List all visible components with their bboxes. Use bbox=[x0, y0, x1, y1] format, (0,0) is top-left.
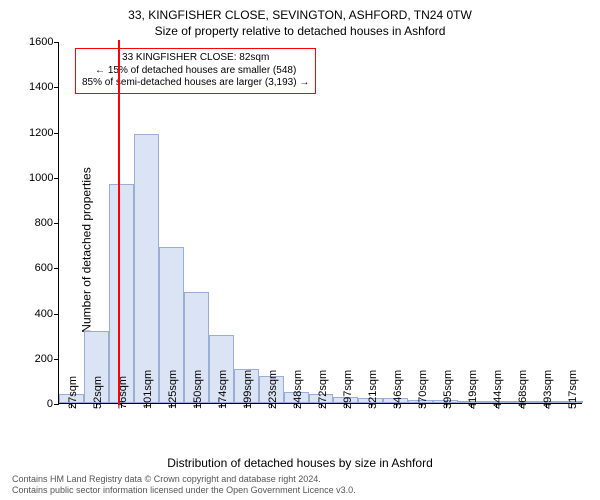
histogram-bar bbox=[134, 134, 159, 403]
x-tick-label: 52sqm bbox=[92, 376, 104, 409]
x-axis-label: Distribution of detached houses by size … bbox=[0, 456, 600, 470]
footer-line: Contains HM Land Registry data © Crown c… bbox=[12, 474, 588, 485]
x-tick-label: 272sqm bbox=[317, 370, 329, 409]
y-tick-mark bbox=[54, 133, 59, 134]
x-tick-label: 223sqm bbox=[267, 370, 279, 409]
property-marker-line bbox=[118, 40, 120, 405]
annotation-line: 33 KINGFISHER CLOSE: 82sqm bbox=[82, 52, 309, 65]
chart-container: 33, KINGFISHER CLOSE, SEVINGTON, ASHFORD… bbox=[0, 0, 600, 500]
y-tick-mark bbox=[54, 268, 59, 269]
x-tick-label: 444sqm bbox=[492, 370, 504, 409]
x-tick-label: 150sqm bbox=[192, 370, 204, 409]
x-tick-label: 125sqm bbox=[167, 370, 179, 409]
x-tick-label: 346sqm bbox=[392, 370, 404, 409]
y-tick-mark bbox=[54, 404, 59, 405]
histogram-bar bbox=[109, 184, 134, 403]
x-tick-label: 199sqm bbox=[242, 370, 254, 409]
annotation-line: ← 15% of detached houses are smaller (54… bbox=[82, 65, 309, 78]
footer-line: Contains public sector information licen… bbox=[12, 485, 588, 496]
y-tick-mark bbox=[54, 87, 59, 88]
x-tick-label: 101sqm bbox=[142, 370, 154, 409]
x-tick-label: 395sqm bbox=[442, 370, 454, 409]
y-tick-mark bbox=[54, 359, 59, 360]
x-tick-label: 370sqm bbox=[417, 370, 429, 409]
y-tick-mark bbox=[54, 178, 59, 179]
x-tick-label: 174sqm bbox=[217, 370, 229, 409]
y-tick-mark bbox=[54, 314, 59, 315]
x-tick-label: 517sqm bbox=[567, 370, 579, 409]
footer-credits: Contains HM Land Registry data © Crown c… bbox=[12, 474, 588, 496]
chart-title-line1: 33, KINGFISHER CLOSE, SEVINGTON, ASHFORD… bbox=[0, 0, 600, 22]
x-tick-label: 419sqm bbox=[467, 370, 479, 409]
x-tick-label: 468sqm bbox=[517, 370, 529, 409]
y-tick-mark bbox=[54, 42, 59, 43]
y-tick-mark bbox=[54, 223, 59, 224]
plot-area: 33 KINGFISHER CLOSE: 82sqm ← 15% of deta… bbox=[58, 42, 582, 404]
x-tick-label: 248sqm bbox=[292, 370, 304, 409]
x-tick-label: 297sqm bbox=[342, 370, 354, 409]
annotation-line: 85% of semi-detached houses are larger (… bbox=[82, 77, 309, 90]
x-tick-label: 27sqm bbox=[67, 376, 79, 409]
x-tick-label: 321sqm bbox=[367, 370, 379, 409]
chart-title-line2: Size of property relative to detached ho… bbox=[0, 22, 600, 38]
annotation-box: 33 KINGFISHER CLOSE: 82sqm ← 15% of deta… bbox=[75, 48, 316, 94]
x-tick-label: 493sqm bbox=[542, 370, 554, 409]
